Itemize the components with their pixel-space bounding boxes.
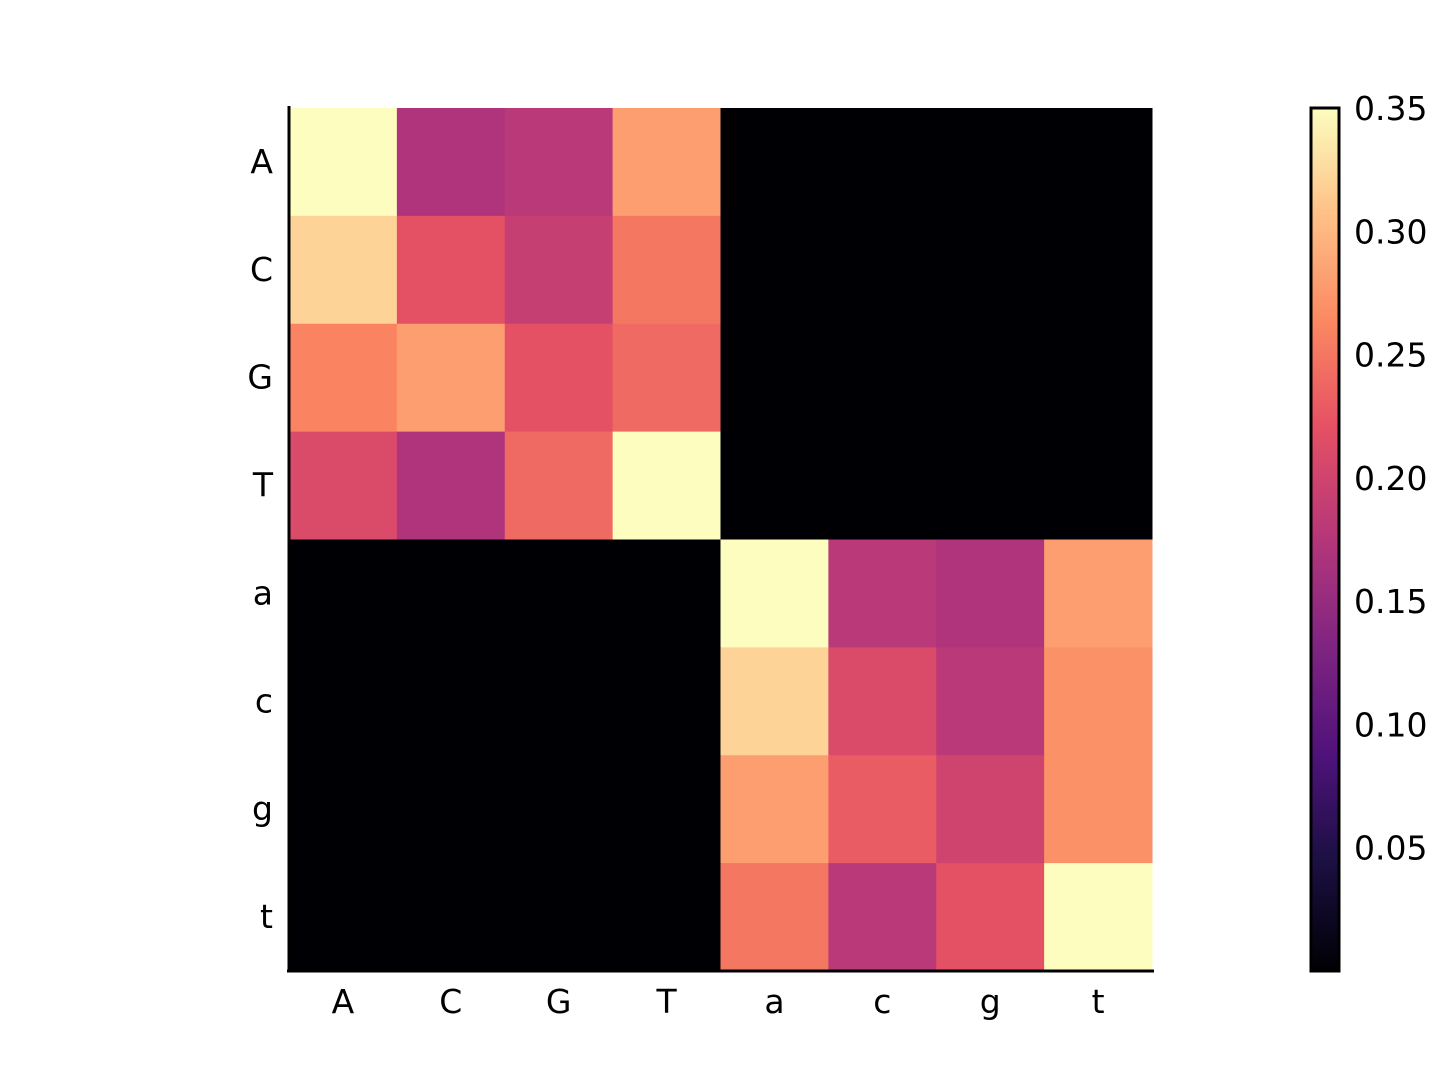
heatmap-cell-3-4 [720,431,829,540]
heatmap-cell-1-1 [396,215,506,325]
heatmap-cell-5-5 [828,647,937,756]
heatmap-cell-6-6 [936,755,1045,864]
heatmap-cell-0-2 [504,108,614,217]
colorbar-tick-label: 0.20 [1354,459,1427,498]
heatmap-cells [289,108,1153,972]
x-tick-label: a [764,982,784,1021]
heatmap-cell-7-1 [396,863,506,972]
heatmap-cell-2-4 [720,323,829,433]
x-tick-label: G [546,982,572,1021]
x-tick-label: c [873,982,891,1021]
heatmap-cell-3-3 [612,431,721,540]
x-tick-label: A [332,982,355,1021]
heatmap-cell-6-4 [720,755,829,864]
heatmap-cell-1-5 [828,215,937,325]
y-tick-label: c [255,681,273,720]
heatmap-cell-0-7 [1044,108,1153,217]
y-tick-label: T [252,466,274,505]
heatmap-cell-5-4 [720,647,829,756]
x-tick-label: T [655,982,677,1021]
heatmap-cell-7-3 [612,863,721,972]
colorbar: 0.05 0.10 0.15 0.20 0.25 0.30 0.35 [1309,89,1427,973]
heatmap-cell-5-6 [936,647,1045,756]
heatmap-cell-6-5 [828,755,937,864]
heatmap-cell-2-0 [289,323,398,433]
y-tick-label: G [247,358,273,397]
x-tick-label: C [439,982,462,1021]
heatmap-cell-0-3 [612,108,721,217]
heatmap-cell-1-2 [504,215,614,325]
heatmap-cell-4-2 [504,539,614,648]
y-tick-label: C [250,250,273,289]
heatmap-cell-0-1 [396,108,506,217]
heatmap-cell-5-0 [289,647,398,756]
heatmap-cell-4-0 [289,539,398,648]
heatmap-cell-1-6 [936,215,1045,325]
heatmap-cell-1-7 [1044,215,1153,325]
heatmap-cell-5-3 [612,647,721,756]
heatmap-cell-7-6 [936,863,1045,972]
colorbar-tick-label: 0.10 [1354,705,1427,744]
heatmap-cell-4-7 [1044,539,1153,648]
heatmap-cell-1-4 [720,215,829,325]
heatmap-cell-6-1 [396,755,506,864]
heatmap-cell-2-3 [612,323,721,433]
heatmap-cell-5-2 [504,647,614,756]
x-tick-label: t [1092,982,1105,1021]
x-tick-label: g [980,982,1001,1021]
y-tick-label: A [250,142,273,181]
heatmap-cell-4-3 [612,539,721,648]
heatmap-cell-2-1 [396,323,506,433]
heatmap-cell-4-1 [396,539,506,648]
heatmap-cell-1-3 [612,215,721,325]
y-tick-label: t [260,897,273,936]
heatmap-cell-4-6 [936,539,1045,648]
heatmap-cell-3-6 [936,431,1045,540]
y-tick-label: g [252,789,273,828]
heatmap-cell-3-1 [396,431,506,540]
heatmap-cell-0-4 [720,108,829,217]
colorbar-gradient [1309,106,1341,973]
heatmap-cell-6-7 [1044,755,1153,864]
heatmap-cell-0-0 [289,108,398,217]
axes-spines [287,106,1154,973]
heatmap-cell-7-0 [289,863,398,972]
heatmap-cell-3-0 [289,431,398,540]
heatmap-cell-2-6 [936,323,1045,433]
heatmap-cell-2-5 [828,323,937,433]
heatmap-cell-5-1 [396,647,506,756]
heatmap-cell-7-5 [828,863,937,972]
heatmap-cell-4-5 [828,539,937,648]
y-tick-labels: A C G Ta c g t [247,142,273,936]
heatmap-cell-3-2 [504,431,614,540]
colorbar-tick-label: 0.15 [1354,582,1427,621]
heatmap-cell-7-4 [720,863,829,972]
y-tick-label: a [253,573,273,612]
heatmap-cell-5-7 [1044,647,1153,756]
colorbar-tick-label: 0.05 [1354,829,1427,868]
colorbar-tick-label: 0.25 [1354,336,1427,375]
heatmap-cell-2-7 [1044,323,1153,433]
heatmap-cell-3-5 [828,431,937,540]
heatmap-cell-7-7 [1044,863,1153,972]
heatmap-cell-7-2 [504,863,614,972]
heatmap-cell-2-2 [504,323,614,433]
colorbar-tick-label: 0.30 [1354,212,1427,251]
heatmap-cell-6-0 [289,755,398,864]
heatmap-cell-6-2 [504,755,614,864]
heatmap-cell-4-4 [720,539,829,648]
heatmap-cell-1-0 [289,215,398,325]
heatmap-cell-0-6 [936,108,1045,217]
heatmap-cell-3-7 [1044,431,1153,540]
heatmap-cell-0-5 [828,108,937,217]
heatmap-cell-6-3 [612,755,721,864]
colorbar-tick-label: 0.35 [1354,89,1427,128]
